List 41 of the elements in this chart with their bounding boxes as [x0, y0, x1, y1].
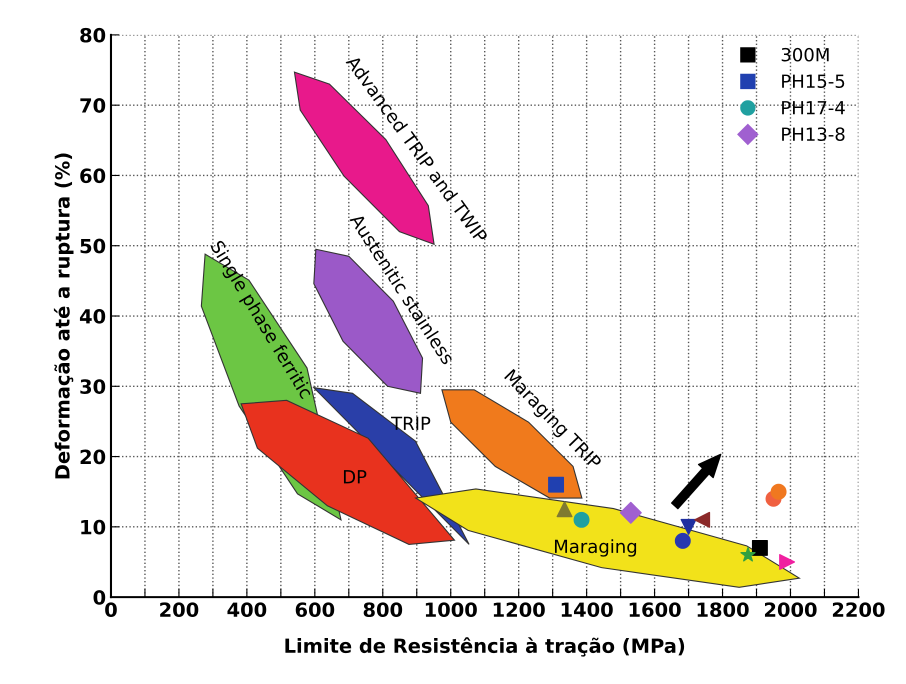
- y-axis-title: Deformação até a ruptura (%): [54, 153, 74, 478]
- point: [740, 546, 756, 562]
- annotation: DP: [344, 470, 366, 484]
- point: [548, 476, 564, 493]
- x-tick-label: 2200: [832, 602, 885, 618]
- y-tick-label: 60: [80, 168, 106, 184]
- point: [752, 540, 768, 556]
- x-tick-label: 200: [160, 602, 198, 618]
- x-tick-label: 1200: [494, 602, 545, 618]
- point: [674, 532, 691, 549]
- y-tick-label: 20: [80, 450, 106, 464]
- legend-label: PH17-4: [782, 101, 845, 114]
- y-tick-label: 50: [80, 238, 106, 254]
- y-tick-label: 70: [80, 98, 106, 113]
- x-tick-label: 0: [105, 602, 117, 618]
- point: [779, 554, 796, 570]
- x-tick-label: 1400: [562, 602, 613, 618]
- annotation: Maraging: [554, 539, 636, 557]
- x-tick-label: 800: [364, 602, 402, 618]
- legend-label: PH15-5: [782, 74, 844, 88]
- legend-label: 300M: [782, 48, 829, 62]
- x-axis-title: Limite de Resistência à tração (MPa): [285, 637, 684, 657]
- y-tick-label: 0: [94, 590, 106, 605]
- annotation: TRIP: [391, 416, 430, 430]
- y-tick-label: 10: [81, 520, 106, 535]
- point: [574, 512, 590, 528]
- x-tick-label: 1600: [630, 602, 681, 618]
- x-tick-label: 2000: [764, 602, 817, 618]
- x-tick-label: 600: [296, 602, 334, 618]
- x-tick-label: 1800: [698, 602, 749, 618]
- point: [556, 501, 573, 518]
- point: [694, 512, 710, 528]
- legend-label: PH13-8: [782, 127, 845, 142]
- y-tick-label: 40: [80, 308, 106, 324]
- point: [680, 518, 697, 535]
- x-tick-label: 1000: [426, 602, 477, 618]
- point: [620, 502, 642, 524]
- point: [770, 484, 787, 500]
- y-tick-label: 80: [80, 28, 106, 43]
- x-tick-label: 400: [227, 602, 266, 618]
- y-tick-label: 30: [80, 379, 106, 394]
